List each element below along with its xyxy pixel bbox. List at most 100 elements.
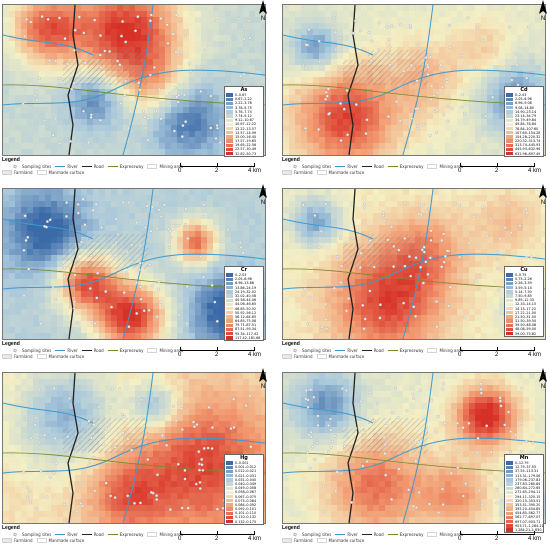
raster-cell (159, 327, 166, 334)
raster-cell (255, 29, 262, 36)
raster-cell (343, 285, 350, 292)
legend-swatch (226, 319, 233, 323)
sampling-site (426, 72, 430, 76)
raster-cell (129, 201, 136, 208)
raster-cell (45, 113, 52, 120)
sampling-site (182, 93, 186, 97)
raster-cell (105, 279, 112, 286)
raster-cell (195, 77, 202, 84)
legend-swatch (226, 315, 233, 319)
raster-cell (87, 309, 94, 316)
raster-cell (379, 321, 386, 328)
raster-cell (331, 59, 338, 66)
raster-cell (45, 201, 52, 208)
raster-cell (343, 23, 350, 30)
raster-cell (45, 285, 52, 292)
raster-cell (183, 131, 190, 138)
raster-cell (463, 77, 470, 84)
raster-cell (219, 53, 226, 60)
raster-cell (171, 95, 178, 102)
raster-cell (283, 243, 290, 250)
raster-cell (15, 11, 22, 18)
raster-cell (21, 279, 28, 286)
raster-cell (99, 83, 106, 90)
raster-cell (487, 47, 494, 54)
raster-cell (283, 65, 290, 72)
raster-cell (9, 309, 16, 316)
raster-cell (283, 119, 290, 126)
raster-cell (237, 213, 244, 220)
raster-cell (445, 231, 452, 238)
raster-cell (147, 35, 154, 42)
raster-cell (427, 143, 434, 150)
raster-cell (231, 243, 238, 250)
raster-cell (397, 23, 404, 30)
raster-cell (373, 125, 380, 132)
raster-cell (361, 29, 368, 36)
raster-cell (129, 189, 136, 196)
manmade-surface-icon (36, 170, 47, 175)
raster-cell (409, 195, 416, 202)
raster-cell (313, 255, 320, 262)
raster-cell (463, 237, 470, 244)
raster-cell (481, 213, 488, 220)
raster-cell (129, 225, 136, 232)
raster-cell (189, 285, 196, 292)
sampling-site (408, 23, 412, 27)
raster-cell (39, 149, 46, 155)
raster-cell (331, 195, 338, 202)
legend-item-label: Mining area (439, 164, 463, 169)
raster-cell (379, 201, 386, 208)
raster-cell (283, 131, 290, 138)
raster-cell (129, 327, 136, 334)
raster-cell (255, 213, 262, 220)
raster-cell (505, 255, 512, 262)
sampling-site (216, 126, 219, 130)
raster-cell (433, 149, 440, 155)
raster-cell (45, 315, 52, 322)
raster-cell (295, 77, 302, 84)
raster-cell (415, 309, 422, 316)
raster-cell (541, 47, 545, 54)
raster-cell (319, 77, 326, 84)
raster-cell (499, 35, 506, 42)
raster-cell (243, 47, 250, 54)
raster-cell (93, 327, 100, 334)
legend-class-row: 64.85–75.08 (225, 319, 263, 323)
raster-cell (51, 89, 58, 96)
raster-cell (421, 83, 428, 90)
raster-cell (63, 321, 70, 328)
raster-cell (301, 261, 308, 268)
raster-cell (261, 201, 265, 208)
sampling-site (247, 19, 251, 23)
raster-cell (63, 137, 70, 144)
raster-cell (9, 273, 16, 280)
raster-cell (451, 137, 458, 144)
raster-cell (331, 249, 338, 256)
raster-cell (219, 189, 226, 196)
raster-cell (3, 303, 10, 310)
raster-cell (153, 125, 160, 132)
raster-cell (243, 237, 250, 244)
sampling-site (159, 215, 163, 218)
raster-cell (445, 17, 452, 24)
raster-cell (295, 291, 302, 298)
raster-cell (117, 213, 124, 220)
raster-cell (255, 195, 262, 202)
raster-cell (171, 189, 178, 196)
raster-cell (301, 47, 308, 54)
raster-cell (99, 327, 106, 334)
raster-cell (213, 107, 220, 114)
raster-cell (225, 201, 232, 208)
raster-cell (51, 261, 58, 268)
raster-cell (201, 261, 208, 268)
raster-cell (99, 297, 106, 304)
raster-cell (343, 149, 350, 155)
raster-cell (349, 95, 356, 102)
raster-cell (27, 321, 34, 328)
raster-cell (21, 327, 28, 334)
raster-cell (355, 119, 362, 126)
legend-class-row: 2.05–6.96 (505, 97, 543, 101)
raster-cell (367, 131, 374, 138)
raster-cell (3, 107, 10, 114)
